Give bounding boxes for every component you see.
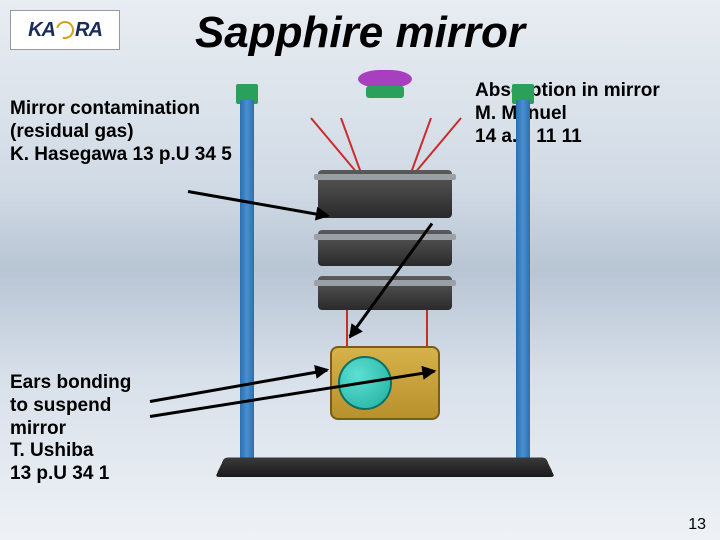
pillar-right xyxy=(516,100,530,460)
ann3-line4: T. Ushiba xyxy=(10,440,170,463)
stage-2 xyxy=(318,230,452,266)
suspend-wire-r xyxy=(426,310,428,350)
baseplate xyxy=(215,458,554,478)
stage-2-bar xyxy=(314,234,456,240)
ann3-line2: to suspend xyxy=(10,395,170,418)
top-cap-green xyxy=(366,86,404,98)
ann3-line3: mirror xyxy=(10,418,170,441)
page-title: Sapphire mirror xyxy=(0,8,720,58)
annotation-ears: Ears bonding to suspend mirror T. Ushiba… xyxy=(10,372,170,486)
page-number: 13 xyxy=(688,516,706,534)
stage-1 xyxy=(318,170,452,218)
ann3-line1: Ears bonding xyxy=(10,372,170,395)
ann3-line5: 13 p.U 34 1 xyxy=(10,463,170,486)
stage-1-bar xyxy=(314,174,456,180)
stage-3 xyxy=(318,276,452,310)
pillar-left xyxy=(240,100,254,460)
